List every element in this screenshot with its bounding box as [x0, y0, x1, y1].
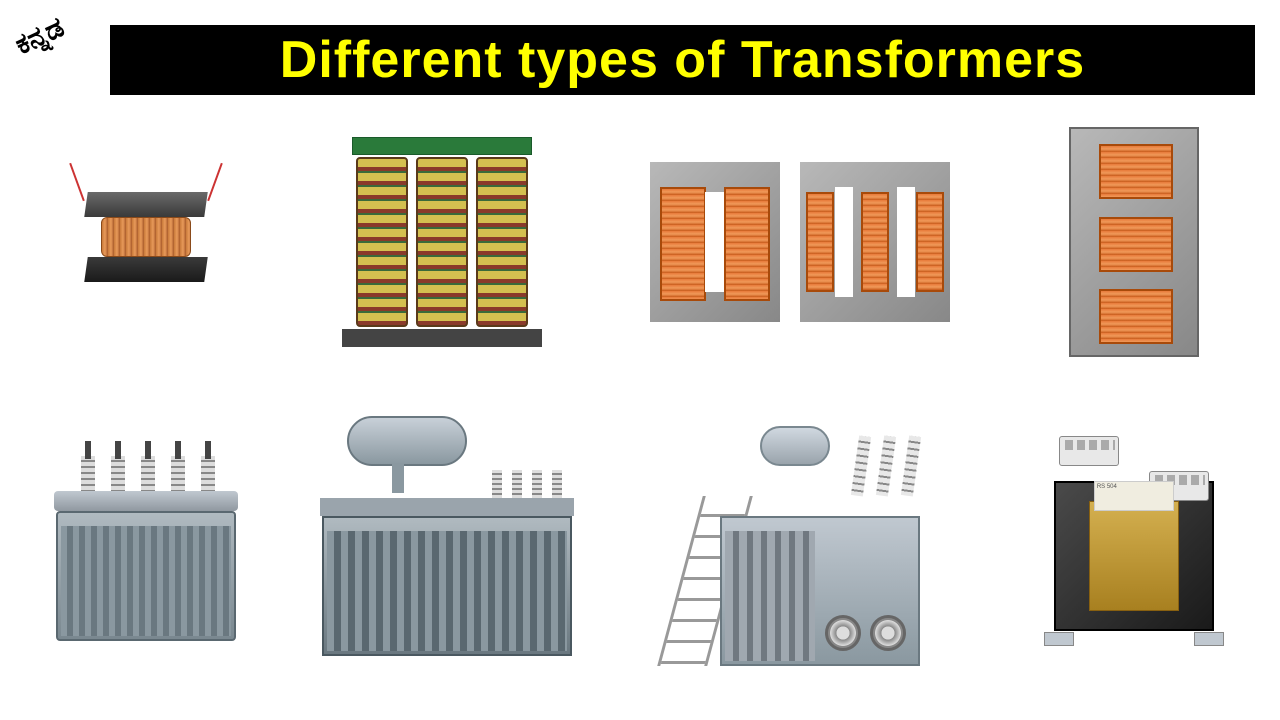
- cell-control-transformer: RS 504: [1008, 382, 1260, 700]
- page-title: Different types of Transformers: [280, 30, 1085, 90]
- rating-plate: RS 504: [1094, 481, 1174, 511]
- control-transformer-icon: RS 504: [1034, 436, 1234, 646]
- shell-type-schematic-icon: [1069, 127, 1199, 357]
- substation-transformer-icon: [660, 406, 940, 676]
- cell-distribution-transformer: [20, 382, 272, 700]
- cell-dry-type-transformer: [290, 120, 593, 364]
- single-phase-coil-transformer-icon: [66, 172, 226, 312]
- core-type-schematic-icon: [611, 120, 990, 364]
- cell-substation-transformer: [611, 382, 990, 700]
- dry-type-transformer-icon: [342, 137, 542, 347]
- cell-power-transformer: [290, 382, 593, 700]
- distribution-transformer-icon: [36, 421, 256, 661]
- power-transformer-icon: [292, 411, 592, 671]
- cell-shell-type-schematic: [1008, 120, 1260, 364]
- cell-core-type-schematics: [611, 120, 990, 364]
- title-banner: Different types of Transformers: [110, 25, 1255, 95]
- transformer-grid: RS 504: [20, 120, 1260, 700]
- cell-coil-transformer: [20, 120, 272, 364]
- corner-language-label: ಕನ್ನಡ: [10, 11, 69, 62]
